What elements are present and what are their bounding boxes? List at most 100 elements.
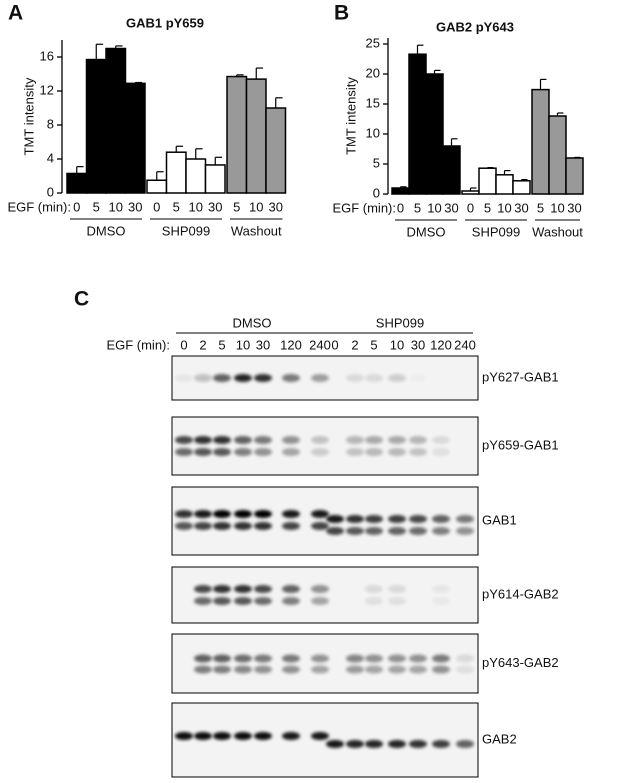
blot-band xyxy=(234,510,252,518)
blot-band xyxy=(311,436,329,444)
blot-band xyxy=(388,527,406,535)
bar xyxy=(512,180,531,195)
blot-band xyxy=(388,448,406,456)
blot-band xyxy=(234,522,252,530)
bar xyxy=(408,53,427,195)
blot-band xyxy=(432,448,450,456)
blot-band xyxy=(456,515,474,523)
blot-band xyxy=(254,448,272,456)
x-tick-label: 10 xyxy=(109,199,123,214)
blot-band xyxy=(365,436,383,444)
x-axis-label: EGF (min): xyxy=(106,337,170,352)
blot-label: pY643-GAB2 xyxy=(482,655,559,670)
x-tick-label: 5 xyxy=(173,199,180,214)
blot-band xyxy=(282,374,300,382)
x-axis-label: EGF (min): xyxy=(332,200,396,215)
blot-band xyxy=(409,515,427,523)
x-tick-label: 10 xyxy=(550,200,564,215)
blot-band xyxy=(175,510,193,518)
lane-label: 10 xyxy=(390,337,404,352)
blot-band xyxy=(311,597,329,605)
blot-panel xyxy=(171,702,479,778)
blot-band xyxy=(234,374,252,382)
blot-band xyxy=(388,597,406,605)
blot-band xyxy=(365,374,383,382)
blot-band xyxy=(194,436,212,444)
blot-band xyxy=(388,374,406,382)
blot-band xyxy=(194,665,212,674)
blot-band xyxy=(194,732,212,740)
blot-band xyxy=(311,665,329,674)
blot-band xyxy=(254,374,272,382)
blot-band xyxy=(346,654,364,663)
blot-band xyxy=(213,732,231,740)
blot-band xyxy=(365,665,383,674)
blot-band xyxy=(346,374,364,382)
blot-panel xyxy=(171,566,479,624)
bar xyxy=(442,145,461,195)
x-tick-label: 5 xyxy=(414,200,421,215)
y-tick-label: 4 xyxy=(47,150,54,165)
lane-label: 2 xyxy=(199,337,206,352)
blot-band xyxy=(213,510,231,518)
blot-band xyxy=(282,585,300,593)
blot-band xyxy=(432,597,450,605)
lane-label: 30 xyxy=(256,337,270,352)
bar xyxy=(146,179,168,194)
blot-band xyxy=(388,515,406,523)
bar xyxy=(204,164,226,194)
blot-band xyxy=(456,527,474,535)
blot-band xyxy=(365,585,383,593)
blot-band xyxy=(409,740,427,748)
lane-label: 120 xyxy=(280,337,302,352)
y-tick-label: 10 xyxy=(366,125,380,140)
bar xyxy=(165,151,187,194)
y-tick-label: 0 xyxy=(373,185,380,200)
bar xyxy=(461,190,480,195)
blot-band xyxy=(254,436,272,444)
blot-band xyxy=(311,510,329,518)
blot-band xyxy=(282,448,300,456)
blot-band xyxy=(194,597,212,605)
blot-band xyxy=(346,515,364,523)
blot-band xyxy=(194,510,212,518)
blot-band xyxy=(409,374,427,382)
blot-band xyxy=(326,515,344,523)
blot-label: pY627-GAB1 xyxy=(482,369,559,384)
blot-band xyxy=(175,448,193,456)
x-tick-label: 0 xyxy=(397,200,404,215)
blot-band xyxy=(388,665,406,674)
blot-band xyxy=(409,448,427,456)
blot-band xyxy=(432,665,450,674)
x-tick-label: 10 xyxy=(497,200,511,215)
y-tick-label: 12 xyxy=(40,82,54,97)
blot-band xyxy=(213,597,231,605)
blot-band xyxy=(234,654,252,663)
blot-band xyxy=(234,732,252,740)
blot-band xyxy=(234,665,252,674)
x-tick-label: 30 xyxy=(208,199,222,214)
group-label: DMSO xyxy=(407,224,446,239)
blot-band xyxy=(194,374,212,382)
group-label: Washout xyxy=(532,224,583,239)
x-tick-label: 30 xyxy=(514,200,528,215)
group-label: SHP099 xyxy=(162,223,210,238)
group-label: DMSO xyxy=(233,315,272,330)
blot-band xyxy=(432,527,450,535)
blot-label: pY614-GAB2 xyxy=(482,586,559,601)
blot-band xyxy=(194,654,212,663)
bar xyxy=(425,73,444,195)
lane-label: 10 xyxy=(236,337,250,352)
blot-label: pY659-GAB1 xyxy=(482,437,559,452)
x-tick-label: 0 xyxy=(153,199,160,214)
blot-band xyxy=(365,597,383,605)
panel-letter: C xyxy=(74,288,89,311)
y-tick-label: 25 xyxy=(366,35,380,50)
blot-band xyxy=(311,374,329,382)
blot-band xyxy=(456,740,474,748)
x-tick-label: 30 xyxy=(567,200,581,215)
blot-band xyxy=(311,654,329,663)
x-tick-label: 0 xyxy=(467,200,474,215)
bar xyxy=(66,172,88,194)
